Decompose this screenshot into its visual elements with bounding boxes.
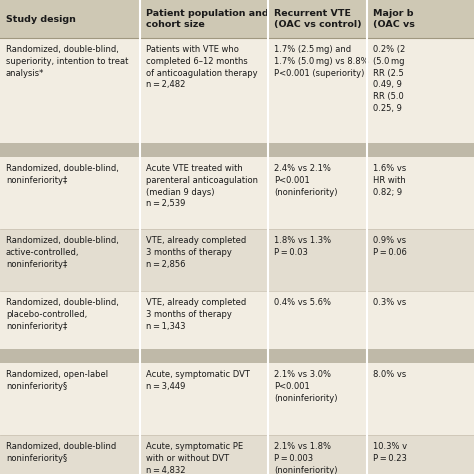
Text: 2.1% vs 3.0%
P<0.001
(noninferiority): 2.1% vs 3.0% P<0.001 (noninferiority): [274, 370, 337, 402]
Text: 0.2% (2
(5.0 mg
RR (2.5
0.49, 9
RR (5.0
0.25, 9: 0.2% (2 (5.0 mg RR (2.5 0.49, 9 RR (5.0 …: [374, 45, 406, 113]
Text: 8.0% vs: 8.0% vs: [374, 370, 407, 379]
Bar: [0, 0, 474, 38]
Text: Study design: Study design: [6, 15, 76, 24]
Text: 0.9% vs
P = 0.06: 0.9% vs P = 0.06: [374, 236, 407, 257]
Text: Randomized, double-blind,
superiority, intention to treat
analysis*: Randomized, double-blind, superiority, i…: [6, 45, 128, 78]
Text: Acute VTE treated with
parenteral anticoagulation
(median 9 days)
n = 2,539: Acute VTE treated with parenteral antico…: [146, 164, 258, 209]
Text: 1.8% vs 1.3%
P = 0.03: 1.8% vs 1.3% P = 0.03: [274, 236, 331, 257]
Text: VTE, already completed
3 months of therapy
n = 1,343: VTE, already completed 3 months of thera…: [146, 298, 246, 330]
Text: 0.3% vs: 0.3% vs: [374, 298, 407, 307]
Text: 0.4% vs 5.6%: 0.4% vs 5.6%: [274, 298, 331, 307]
Bar: [0, 349, 474, 363]
Text: Acute, symptomatic DVT
n = 3,449: Acute, symptomatic DVT n = 3,449: [146, 370, 250, 391]
Text: 2.4% vs 2.1%
P<0.001
(noninferiority): 2.4% vs 2.1% P<0.001 (noninferiority): [274, 164, 337, 197]
Text: Randomized, double-blind,
placebo-controlled,
noninferiority‡: Randomized, double-blind, placebo-contro…: [6, 298, 119, 330]
Bar: [0, 38, 474, 143]
Text: Patients with VTE who
completed 6–12 months
of anticoagulation therapy
n = 2,482: Patients with VTE who completed 6–12 mon…: [146, 45, 257, 90]
Text: Randomized, double-blind
noninferiority§: Randomized, double-blind noninferiority§: [6, 442, 116, 463]
Text: 1.7% (2.5 mg) and
1.7% (5.0 mg) vs 8.8%
P<0.001 (superiority): 1.7% (2.5 mg) and 1.7% (5.0 mg) vs 8.8% …: [274, 45, 368, 78]
Text: 2.1% vs 1.8%
P = 0.003
(noninferiority): 2.1% vs 1.8% P = 0.003 (noninferiority): [274, 442, 337, 474]
Text: 10.3% v
P = 0.23: 10.3% v P = 0.23: [374, 442, 408, 463]
Bar: [0, 435, 474, 474]
Text: VTE, already completed
3 months of therapy
n = 2,856: VTE, already completed 3 months of thera…: [146, 236, 246, 269]
Text: Major b
(OAC vs: Major b (OAC vs: [374, 9, 415, 29]
Bar: [0, 157, 474, 229]
Bar: [0, 291, 474, 349]
Text: Randomized, double-blind,
active-controlled,
noninferiority‡: Randomized, double-blind, active-control…: [6, 236, 119, 269]
Bar: [0, 143, 474, 157]
Text: Acute, symptomatic PE
with or without DVT
n = 4,832: Acute, symptomatic PE with or without DV…: [146, 442, 243, 474]
Text: Recurrent VTE
(OAC vs control): Recurrent VTE (OAC vs control): [274, 9, 362, 29]
Bar: [0, 229, 474, 291]
Text: Patient population and
cohort size: Patient population and cohort size: [146, 9, 268, 29]
Bar: [0, 363, 474, 435]
Text: 1.6% vs
HR with
0.82; 9: 1.6% vs HR with 0.82; 9: [374, 164, 407, 197]
Text: Randomized, open-label
noninferiority§: Randomized, open-label noninferiority§: [6, 370, 108, 391]
Text: Randomized, double-blind,
noninferiority‡: Randomized, double-blind, noninferiority…: [6, 164, 119, 185]
